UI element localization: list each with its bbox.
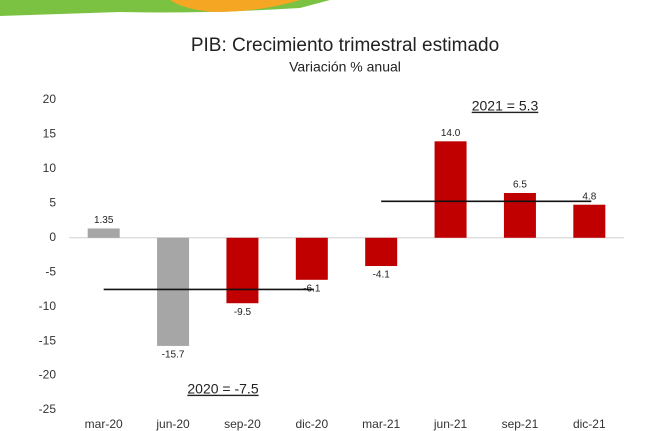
y-tick-label: -5 (45, 264, 56, 278)
y-tick-label: 0 (49, 230, 56, 244)
chart-title: PIB: Crecimiento trimestral estimado (191, 35, 499, 56)
value-label: -4.1 (373, 270, 391, 281)
value-label: 6.5 (513, 180, 527, 191)
bar (87, 228, 120, 238)
y-tick-label: -15 (39, 333, 57, 347)
annotation-label: 2020 = -7.5 (187, 381, 258, 397)
y-tick-label: 15 (43, 127, 57, 141)
bar (503, 193, 536, 238)
y-tick-label: 10 (43, 161, 57, 175)
bar (365, 237, 398, 267)
bar (295, 237, 328, 280)
y-tick-label: 5 (49, 196, 56, 210)
y-tick-label: -10 (39, 299, 57, 313)
x-tick-label: dic-21 (573, 417, 606, 431)
bar (573, 204, 606, 238)
value-label: -15.7 (162, 350, 185, 361)
x-tick-label: dic-20 (295, 417, 328, 431)
x-tick-label: sep-21 (502, 417, 539, 431)
bar (157, 237, 190, 346)
chart-subtitle: Variación % anual (289, 59, 401, 75)
x-tick-label: mar-21 (362, 417, 400, 431)
x-tick-label: jun-21 (433, 417, 468, 431)
x-tick-label: sep-20 (224, 417, 261, 431)
y-tick-label: -25 (39, 402, 57, 416)
bar (226, 237, 259, 304)
annotation-label: 2021 = 5.3 (472, 98, 539, 114)
bar (434, 141, 467, 238)
value-label: 14.0 (441, 128, 461, 139)
value-label: 4.8 (582, 191, 596, 202)
y-tick-label: 20 (43, 92, 57, 106)
x-tick-label: mar-20 (85, 417, 123, 431)
value-label: -9.5 (234, 307, 252, 318)
y-tick-label: -20 (39, 368, 57, 382)
banner-accent (170, 0, 300, 12)
x-tick-label: jun-20 (155, 417, 190, 431)
value-label: 1.35 (94, 215, 114, 226)
